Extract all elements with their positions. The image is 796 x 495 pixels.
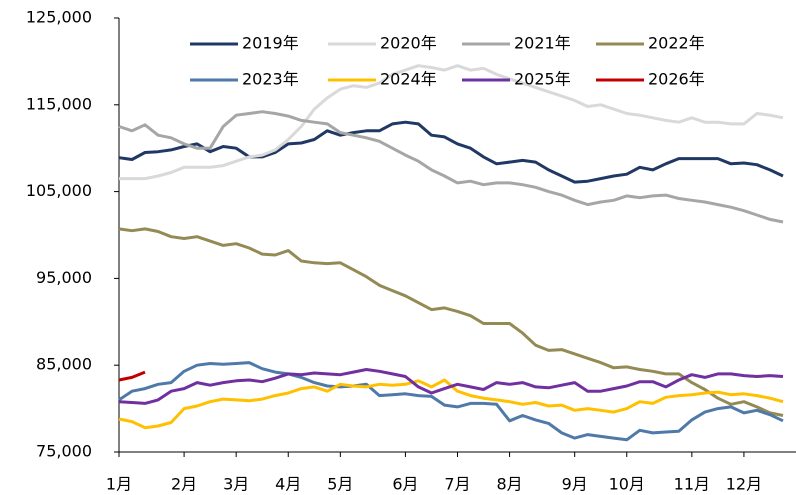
x-tick-label: 4月	[275, 475, 301, 494]
series-line	[118, 370, 146, 382]
x-tick-label: 12月	[726, 475, 762, 494]
legend-label: 2025年	[514, 70, 571, 89]
x-tick-label: 5月	[327, 475, 353, 494]
y-tick-label: 125,000	[26, 8, 92, 27]
series-line	[118, 110, 784, 224]
legend-label: 2022年	[648, 34, 705, 53]
x-tick-label: 10月	[609, 475, 645, 494]
y-tick-label: 75,000	[36, 442, 92, 461]
x-tick-label: 7月	[444, 475, 470, 494]
series-line	[118, 368, 784, 405]
legend-label: 2021年	[514, 34, 571, 53]
x-tick-label: 3月	[223, 475, 249, 494]
y-tick-label: 115,000	[26, 94, 92, 113]
series-line	[119, 64, 784, 181]
y-tick-label: 105,000	[26, 181, 92, 200]
legend-label: 2024年	[380, 70, 437, 89]
x-tick-label: 11月	[674, 475, 710, 494]
x-tick-label: 9月	[562, 475, 588, 494]
legend-label: 2019年	[242, 34, 299, 53]
series-line	[118, 361, 784, 442]
y-tick-label: 85,000	[36, 355, 92, 374]
series-line	[118, 227, 784, 417]
legend-label: 2020年	[380, 34, 437, 53]
x-tick-label: 8月	[496, 475, 522, 494]
legend-label: 2026年	[648, 70, 705, 89]
x-tick-label: 2月	[171, 475, 197, 494]
y-tick-label: 95,000	[36, 268, 92, 287]
x-tick-label: 1月	[106, 475, 132, 494]
x-tick-label: 6月	[392, 475, 418, 494]
series-line	[118, 120, 784, 184]
legend-label: 2023年	[242, 70, 299, 89]
